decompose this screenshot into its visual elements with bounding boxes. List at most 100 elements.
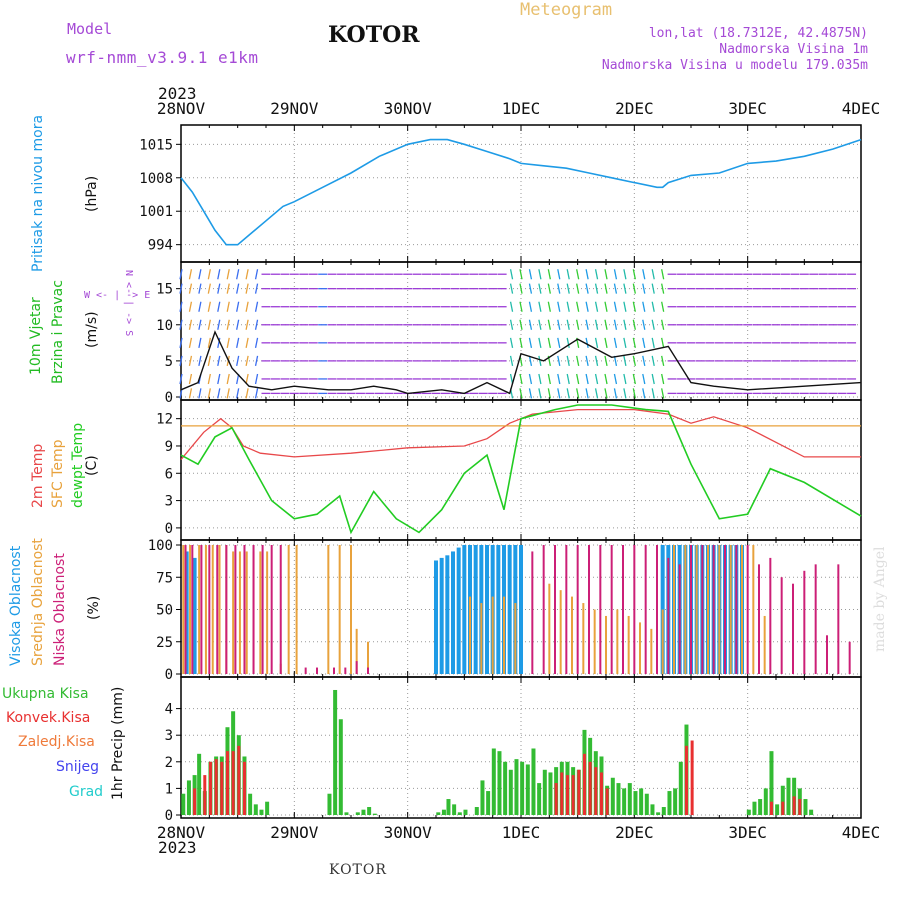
wind-barb [594, 283, 599, 294]
cloud-bar [473, 545, 478, 674]
cloud-bar [803, 570, 806, 674]
wind-barb [642, 355, 646, 367]
precip-bar [582, 753, 586, 815]
wind-barb [661, 283, 665, 294]
wind-barb [179, 337, 183, 348]
precip-bar [610, 777, 615, 815]
date-tick-top: 30NOV [384, 99, 433, 118]
cloud-bar [259, 551, 262, 674]
cloud-bar [245, 551, 248, 674]
y-tick-label: 3 [165, 728, 173, 744]
wind-barb [528, 337, 533, 348]
wind-barb [576, 373, 580, 385]
wind-barb [566, 283, 570, 294]
wind-barb [207, 373, 211, 385]
precip-bar [763, 788, 768, 815]
precip-bar [661, 807, 666, 815]
cloud-bar [718, 545, 721, 674]
wind-barb [217, 301, 221, 312]
precip-bar [656, 812, 661, 815]
precip-bar [372, 813, 377, 815]
wind-barb [557, 283, 561, 294]
wind-barb [198, 388, 202, 399]
wind-barb [557, 355, 561, 367]
wind-barb [538, 301, 542, 312]
cloud-bar [503, 596, 505, 674]
precip-bar [542, 769, 547, 815]
cloud-bar [211, 545, 214, 674]
wind-barb [188, 337, 193, 348]
cloud-bar [243, 545, 246, 674]
cloud-bar [571, 596, 573, 674]
cloud-bar [610, 545, 613, 674]
wind-barb [528, 373, 533, 385]
wind-barb [594, 373, 599, 385]
panel-temperature: 0 3 6 9 12 [156, 399, 862, 541]
cloud-bar [695, 545, 698, 674]
y-tick-label: 3 [165, 494, 173, 510]
cloud-bar [218, 545, 221, 674]
wind-barb [566, 388, 570, 399]
y-tick-label: 0 [165, 390, 173, 406]
wind-barb [528, 388, 533, 399]
y-tick-label: 12 [156, 412, 173, 428]
precip-bar [225, 751, 229, 815]
precip-bar [554, 783, 558, 815]
precip-bar [237, 745, 241, 815]
precip-bar [780, 785, 785, 815]
cloud-bar [684, 545, 687, 674]
y-tick-label: 1001 [139, 204, 173, 220]
cloud-bar [456, 547, 461, 674]
wind-barb [519, 388, 523, 399]
wind-barb [226, 269, 230, 280]
wind-barb [198, 337, 202, 348]
y-tick-label: 1 [165, 781, 173, 797]
precip-bar [355, 812, 360, 815]
cloud-bar [338, 545, 341, 674]
cloud-bar [270, 545, 273, 674]
wind-barb [217, 269, 221, 280]
date-tick-top: 29NOV [270, 99, 319, 118]
wind-barb [557, 337, 561, 348]
precip-bar [208, 761, 212, 815]
wind-barb [179, 355, 183, 367]
cloud-bar [295, 545, 298, 674]
wind-barb [632, 388, 636, 399]
cloud-bar [232, 551, 235, 674]
precip-bar [491, 748, 496, 815]
wind-barb [661, 269, 665, 280]
wind-barb [236, 283, 240, 294]
precip-bar [231, 751, 235, 815]
wind-barb [557, 319, 561, 330]
precip-bar [537, 783, 542, 815]
wind-barb [217, 319, 221, 330]
wind-barb [236, 301, 240, 312]
precip-bar [181, 793, 186, 815]
wind-barb [188, 301, 193, 312]
wind-barb [188, 269, 193, 280]
precip-bar [193, 788, 197, 815]
wind-barb [188, 388, 193, 399]
cloud-bar [826, 635, 828, 674]
wind-barb [651, 301, 655, 312]
precip-bar [667, 791, 672, 815]
precip-bar [633, 791, 638, 815]
cloud-bar [605, 615, 607, 674]
wind-barb [226, 388, 230, 399]
cloud-bar [261, 545, 264, 674]
wind-barb [642, 388, 646, 399]
precip-bar [197, 753, 202, 815]
wind-barb [509, 269, 514, 280]
wind-barb [594, 355, 599, 367]
wind-barb [613, 373, 618, 385]
wind-barb [557, 269, 561, 280]
wind-barb [179, 269, 183, 280]
cloud-bar [746, 545, 749, 674]
cloud-bar [701, 545, 704, 674]
model-label: Model [67, 20, 113, 38]
y-tick-label: 0 [165, 667, 173, 683]
year-label-top: 2023 [158, 84, 197, 103]
wind-barb [538, 337, 542, 348]
wind-barb [576, 269, 580, 280]
wind-barb [207, 337, 211, 348]
